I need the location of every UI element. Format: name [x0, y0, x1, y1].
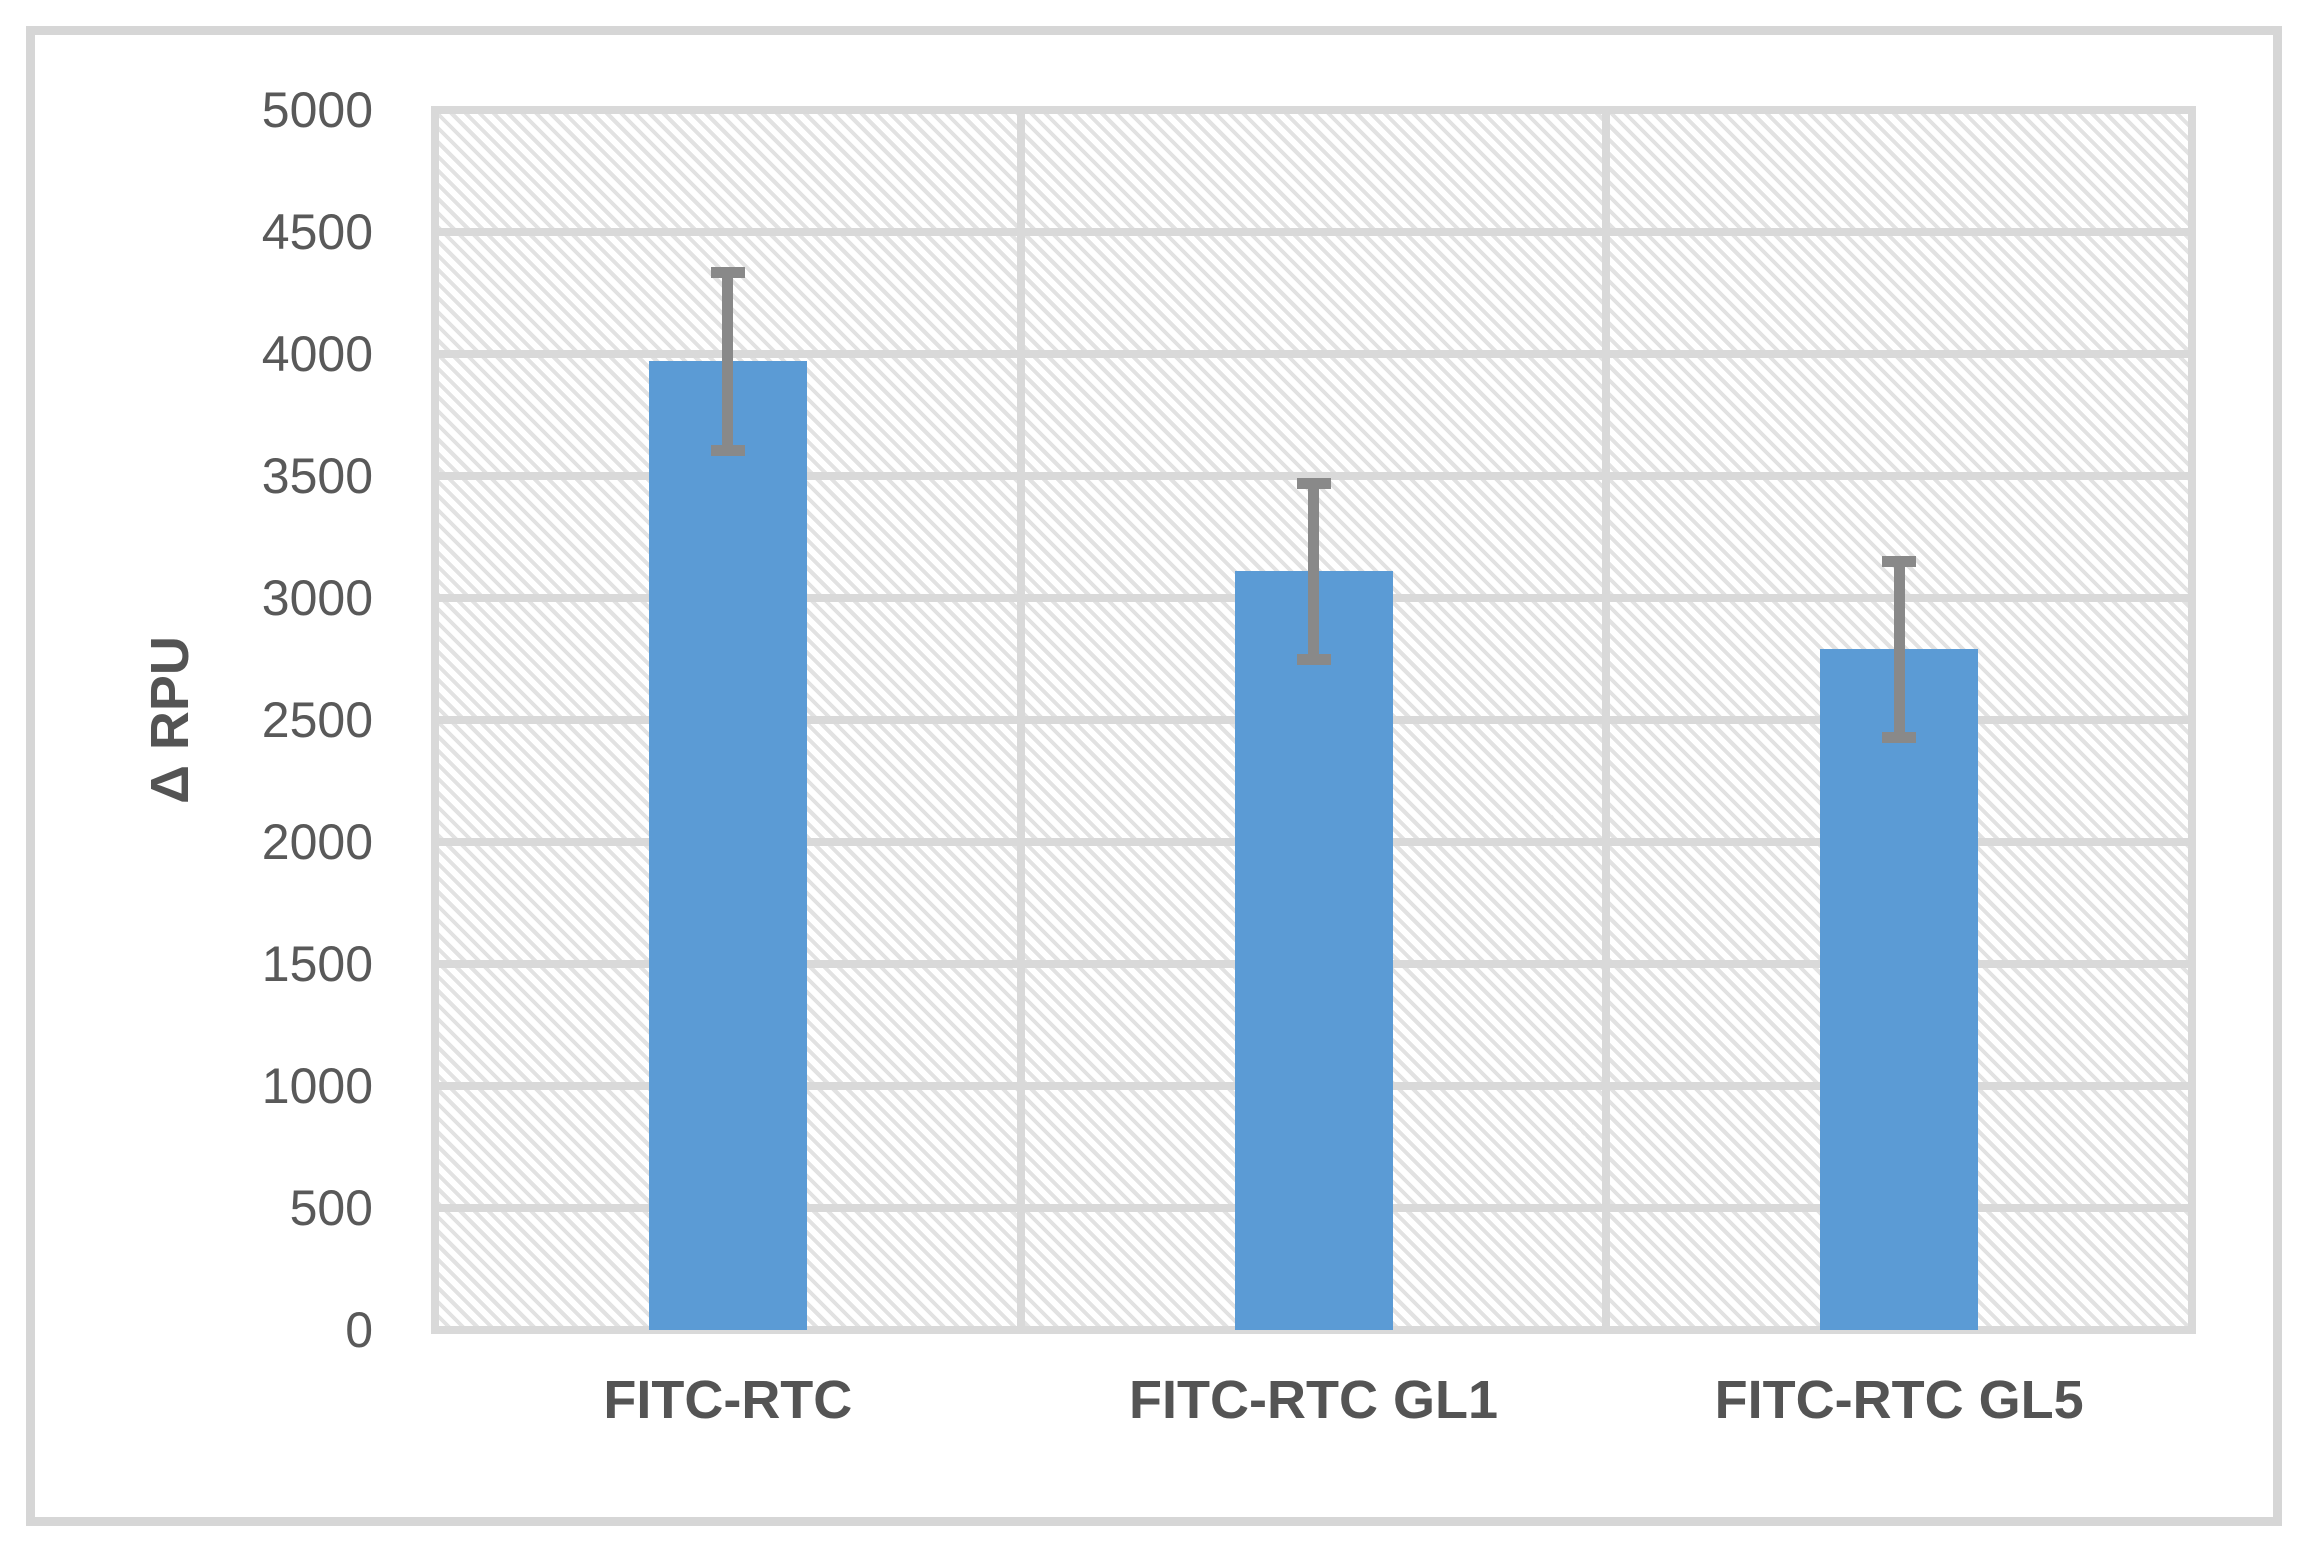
- bar-fitc-rtc: [648, 361, 807, 1330]
- category-label-fitc-rtc-gl1: FITC-RTC GL1: [1129, 1370, 1498, 1430]
- y-tick-label-500: 500: [289, 1180, 373, 1236]
- y-tick-label-1000: 1000: [261, 1058, 373, 1114]
- y-tick-label-2500: 2500: [261, 692, 373, 748]
- error-bar-cap: [1296, 477, 1331, 489]
- error-bar-cap: [710, 266, 745, 278]
- vertical-gridline: [1016, 106, 1025, 1334]
- category-label-fitc-rtc-gl5: FITC-RTC GL5: [1714, 1370, 2084, 1430]
- y-tick-label-4500: 4500: [261, 204, 373, 260]
- bar-fitc-rtc-gl1: [1234, 571, 1393, 1330]
- y-tick-label-4000: 4000: [261, 326, 373, 382]
- horizontal-gridline: [431, 228, 2196, 236]
- error-bar-cap: [1882, 555, 1917, 567]
- y-tick-label-2000: 2000: [261, 814, 373, 870]
- y-tick-label-3000: 3000: [261, 570, 373, 626]
- bar-fitc-rtc-gl5: [1820, 649, 1979, 1330]
- y-tick-label-0: 0: [345, 1302, 373, 1358]
- horizontal-gridline: [431, 472, 2196, 480]
- error-bar-cap: [710, 444, 745, 456]
- error-bar-cap: [1882, 731, 1917, 743]
- category-label-fitc-rtc: FITC-RTC: [603, 1370, 853, 1430]
- error-bar-line: [1308, 483, 1319, 659]
- y-tick-label-5000: 5000: [261, 82, 373, 138]
- error-bar-cap: [1296, 653, 1331, 665]
- horizontal-gridline: [431, 350, 2196, 358]
- plot-area: [431, 106, 2196, 1334]
- y-tick-label-1500: 1500: [261, 936, 373, 992]
- error-bar-line: [722, 272, 734, 451]
- vertical-gridline: [2188, 106, 2196, 1334]
- vertical-gridline: [431, 106, 439, 1334]
- y-tick-label-3500: 3500: [261, 448, 373, 504]
- error-bar-line: [1893, 561, 1905, 738]
- vertical-gridline: [1602, 106, 1611, 1334]
- horizontal-gridline: [431, 1326, 2196, 1334]
- horizontal-gridline: [431, 106, 2196, 114]
